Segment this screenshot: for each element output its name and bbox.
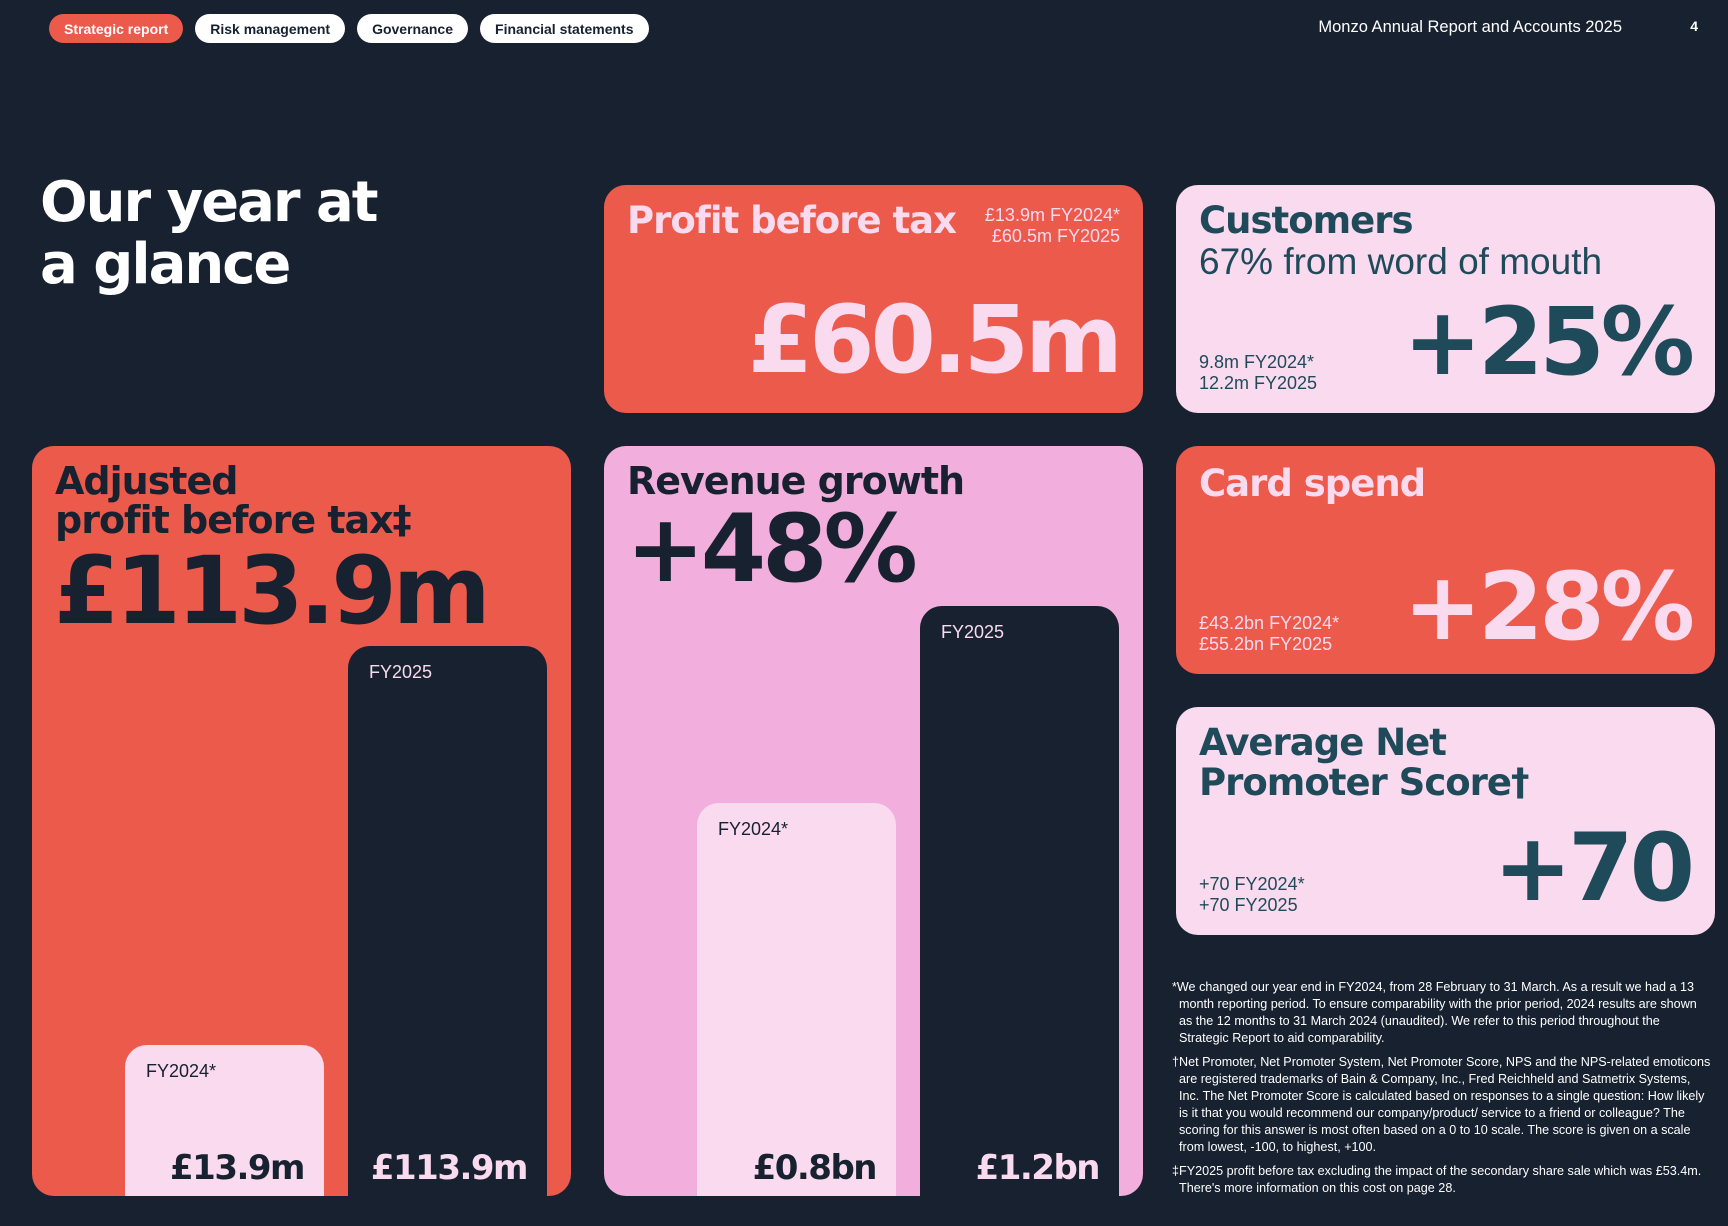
nps-comparison: +70 FY2024* +70 FY2025 (1199, 874, 1305, 916)
card-spend-fy2025: £55.2bn FY2025 (1199, 634, 1333, 654)
revenue-growth-title: Revenue growth (627, 459, 965, 503)
card-spend-fy2024: £43.2bn FY2024* (1199, 613, 1340, 633)
profit-before-tax-fy2025: £60.5m FY2025 (991, 226, 1120, 246)
customers-subtitle: 67% from word of mouth (1199, 241, 1603, 282)
customers-title: Customers (1199, 199, 1414, 242)
nps-title-line-2: Promoter Score† (1199, 761, 1530, 804)
page-title-line-1: Our year at (40, 170, 379, 235)
adjusted-profit-card: Adjusted profit before tax‡ £113.9m FY20… (32, 446, 571, 1196)
adjusted-profit-bar-fy2024: FY2024* £13.9m (125, 1045, 324, 1196)
nps-title: Average Net Promoter Score† (1199, 721, 1530, 804)
tab-strategic-report[interactable]: Strategic report (49, 14, 184, 43)
card-spend-title: Card spend (1199, 462, 1426, 505)
card-spend-value: +28% (1403, 553, 1695, 662)
nps-value: +70 (1493, 814, 1695, 923)
revenue-bar-fy2025-label: FY2025 (941, 622, 1005, 642)
tab-governance[interactable]: Governance (357, 14, 469, 43)
adjusted-profit-bar-fy2025-value: £113.9m (370, 1148, 529, 1188)
adjusted-profit-title: Adjusted profit before tax‡ (55, 459, 412, 542)
adjusted-profit-title-line-1: Adjusted (55, 459, 238, 503)
adjusted-profit-bar-fy2024-value: £13.9m (170, 1148, 305, 1188)
customers-value: +25% (1403, 288, 1695, 397)
adjusted-profit-title-line-2: profit before tax‡ (55, 498, 412, 542)
revenue-bar-fy2024-label: FY2024* (718, 819, 789, 839)
footnote-nps-trademark: †Net Promoter, Net Promoter System, Net … (1172, 1055, 1711, 1154)
nps-title-line-1: Average Net (1199, 721, 1447, 764)
adjusted-profit-bar-fy2025-label: FY2025 (369, 662, 433, 682)
adjusted-profit-value: £113.9m (54, 537, 491, 646)
adjusted-profit-bar-fy2025: FY2025 £113.9m (348, 646, 547, 1196)
section-nav: Strategic report Risk management Governa… (49, 14, 649, 43)
page-title-line-2: a glance (40, 232, 291, 297)
page-number: 4 (1690, 18, 1698, 34)
card-spend-card: Card spend £43.2bn FY2024* £55.2bn FY202… (1176, 446, 1715, 674)
customers-card: Customers 67% from word of mouth 9.8m FY… (1176, 185, 1715, 413)
nps-fy2025: +70 FY2025 (1199, 895, 1298, 915)
revenue-bar-fy2025: FY2025 £1.2bn (920, 606, 1119, 1196)
customers-fy2024: 9.8m FY2024* (1199, 352, 1315, 372)
nps-card: Average Net Promoter Score† +70 FY2024* … (1176, 707, 1715, 935)
footnote-adjusted-profit: ‡FY2025 profit before tax excluding the … (1172, 1164, 1702, 1195)
nps-fy2024: +70 FY2024* (1199, 874, 1305, 894)
tab-risk-management[interactable]: Risk management (195, 14, 346, 43)
page-title: Our year at a glance (40, 172, 480, 296)
customers-comparison: 9.8m FY2024* 12.2m FY2025 (1199, 352, 1317, 394)
revenue-bar-fy2024-value: £0.8bn (752, 1148, 878, 1188)
card-spend-comparison: £43.2bn FY2024* £55.2bn FY2025 (1199, 613, 1339, 655)
profit-before-tax-card: Profit before tax £13.9m FY2024* £60.5m … (604, 185, 1143, 413)
report-title: Monzo Annual Report and Accounts 2025 (1318, 18, 1622, 36)
footnotes: *We changed our year end in FY2024, from… (1172, 979, 1712, 1204)
revenue-growth-card: Revenue growth +48% FY2024* £0.8bn FY202… (604, 446, 1143, 1196)
customers-fy2025: 12.2m FY2025 (1199, 373, 1318, 393)
revenue-bar-fy2025-value: £1.2bn (975, 1148, 1101, 1188)
profit-before-tax-fy2024: £13.9m FY2024* (984, 205, 1120, 225)
tab-financial-statements[interactable]: Financial statements (480, 14, 649, 43)
revenue-bar-fy2024: FY2024* £0.8bn (697, 803, 896, 1196)
profit-before-tax-comparison: £13.9m FY2024* £60.5m FY2025 (985, 205, 1120, 247)
footnote-year-end: *We changed our year end in FY2024, from… (1172, 980, 1697, 1045)
revenue-growth-value: +48% (626, 495, 918, 604)
profit-before-tax-title: Profit before tax (627, 199, 957, 242)
adjusted-profit-bar-fy2024-label: FY2024* (146, 1061, 217, 1081)
profit-before-tax-value: £60.5m (747, 286, 1123, 395)
